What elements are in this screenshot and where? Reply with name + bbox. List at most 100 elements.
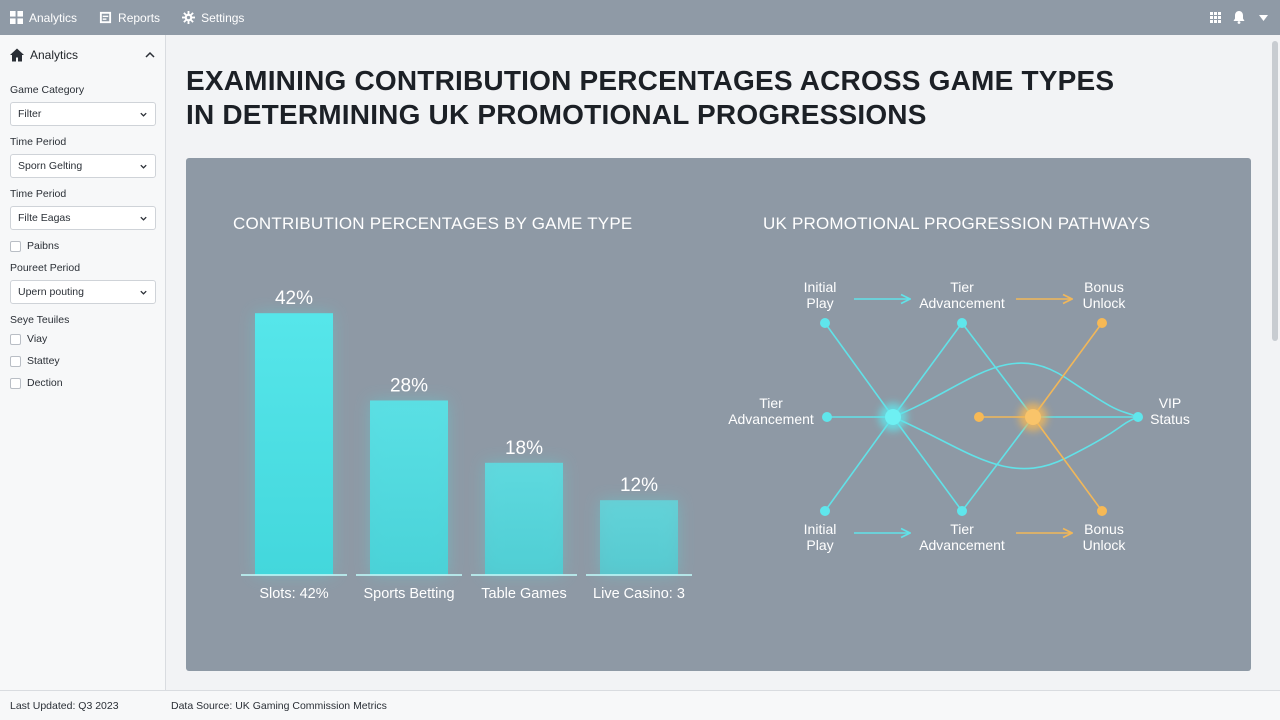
bar-value-label: 42% (275, 288, 313, 309)
time-period-select-2[interactable]: Filte Eagas (10, 206, 156, 230)
nav-analytics-label: Analytics (29, 10, 78, 25)
period-select[interactable]: Upern pouting (10, 280, 156, 304)
bar-chart: 42% Slots: 42% 28% Sports Betting 18% Table G… (241, 288, 692, 602)
game-category-select[interactable]: Filter (10, 102, 156, 126)
checkbox-option[interactable]: Paibns (10, 239, 155, 253)
infographic-panel: CONTRIBUTION PERCENTAGES BY GAME TYPE UK… (186, 158, 1251, 671)
node-label-tier-advancement: Tier Advancement (919, 521, 1005, 553)
bar-value-label: 28% (390, 375, 428, 396)
node-label-initial-play: Initial Play (803, 521, 837, 553)
checkbox[interactable] (10, 355, 21, 367)
diagram-node (957, 506, 967, 516)
checkbox-label: Paibns (27, 240, 60, 252)
select-value: Filter (18, 108, 42, 120)
flow-edge (961, 322, 1034, 418)
bar-base-highlight (586, 574, 692, 576)
grid-icon (10, 11, 23, 24)
top-right-controls (1208, 11, 1270, 25)
nav-analytics[interactable]: Analytics (10, 11, 77, 25)
sidebar-title: Analytics (30, 48, 79, 62)
page-title: EXAMINING CONTRIBUTION PERCENTAGES ACROS… (186, 64, 1186, 132)
sidebar: Analytics Game Category Filter Time Peri… (0, 35, 166, 690)
report-icon (99, 11, 112, 24)
chevron-down-icon (140, 112, 147, 117)
bar (485, 462, 563, 575)
chevron-down-icon[interactable] (1256, 11, 1270, 25)
top-nav: Analytics Reports Settings (10, 11, 244, 25)
home-icon (10, 48, 24, 62)
diagram-node (822, 412, 832, 422)
bar (370, 400, 448, 575)
diagram-node (957, 318, 967, 328)
node-label-initial-play: Initial Play (803, 279, 837, 311)
diagram-node (974, 412, 984, 422)
chevron-down-icon (140, 164, 147, 169)
flow-edge (892, 416, 1139, 470)
data-source: Data Source: UK Gaming Commission Metric… (171, 699, 387, 712)
scrollbar-thumb[interactable] (1272, 41, 1278, 341)
select-value: Upern pouting (18, 286, 84, 298)
filter-label-period: Poureet Period (10, 262, 81, 274)
chevron-up-icon[interactable] (145, 50, 155, 60)
bar (255, 313, 333, 575)
checkbox-label: Viay (27, 333, 48, 345)
time-period-select[interactable]: Sporn Gelting (10, 154, 156, 178)
vertical-scrollbar[interactable] (1270, 35, 1280, 690)
checkbox[interactable] (10, 333, 21, 345)
checkbox-label: Stattey (27, 355, 60, 367)
checkbox[interactable] (10, 240, 21, 252)
nav-reports[interactable]: Reports (99, 11, 160, 25)
top-navigation-bar: Analytics Reports Settings (0, 0, 1280, 35)
chart-title: CONTRIBUTION PERCENTAGES BY GAME TYPE (233, 214, 633, 233)
diagram-node (820, 318, 830, 328)
bell-icon[interactable] (1232, 11, 1246, 25)
diagram-node (1133, 412, 1143, 422)
page-title-line-1: EXAMINING CONTRIBUTION PERCENTAGES ACROS… (186, 65, 1115, 96)
filter-label-time-period-2: Time Period (10, 188, 67, 200)
diagram-node (1097, 318, 1107, 328)
bar-base-highlight (356, 574, 462, 576)
diagram-title: UK PROMOTIONAL PROGRESSION PATHWAYS (763, 214, 1151, 233)
bar-base-highlight (241, 574, 347, 576)
nav-reports-label: Reports (118, 10, 161, 25)
nav-settings-label: Settings (201, 10, 245, 25)
bar-value-label: 18% (505, 438, 543, 459)
bar-category-label: Sports Betting (363, 586, 454, 602)
bar-base-highlight (471, 574, 577, 576)
flow-edge (1032, 416, 1103, 512)
nav-settings[interactable]: Settings (182, 11, 244, 25)
checkbox-option[interactable]: Viay (10, 332, 155, 346)
checkbox-option[interactable]: Stattey (10, 354, 155, 368)
flow-edge (1032, 322, 1103, 418)
bar-value-label: 12% (620, 475, 658, 496)
filter-label-game-category: Game Category (10, 84, 85, 96)
checkbox-group-label: Seye Teuiles (10, 314, 70, 326)
diagram-node (1097, 506, 1107, 516)
node-label-vip-status: VIP Status (1150, 395, 1190, 427)
page-title-line-2: IN DETERMINING UK PROMOTIONAL PROGRESSIO… (186, 99, 927, 130)
node-label-bonus-unlock: Bonus Unlock (1082, 279, 1126, 311)
bar (600, 500, 678, 575)
gear-icon (182, 11, 196, 24)
filter-label-time-period: Time Period (10, 136, 67, 148)
select-value: Filte Eagas (18, 212, 71, 224)
sidebar-header[interactable]: Analytics (10, 45, 155, 65)
bar-category-label: Table Games (481, 586, 566, 602)
checkbox-option[interactable]: Dection (10, 376, 155, 390)
node-label-tier-advancement: Tier Advancement (728, 395, 814, 427)
flow-edge (892, 416, 963, 512)
flow-edge (892, 362, 1139, 418)
diagram-hub-node (885, 409, 901, 425)
diagram-node (820, 506, 830, 516)
flow-edge (824, 322, 894, 418)
flow-edge (892, 322, 963, 418)
chevron-down-icon (140, 216, 147, 221)
apps-grid-icon[interactable] (1208, 11, 1222, 25)
chevron-down-icon (140, 290, 147, 295)
bar-category-label: Slots: 42% (259, 586, 328, 602)
flow-edge (824, 416, 894, 512)
last-updated: Last Updated: Q3 2023 (10, 699, 119, 712)
checkbox[interactable] (10, 377, 21, 389)
diagram-hub-node (1025, 409, 1041, 425)
bar-category-label: Live Casino: 3 (593, 586, 685, 602)
